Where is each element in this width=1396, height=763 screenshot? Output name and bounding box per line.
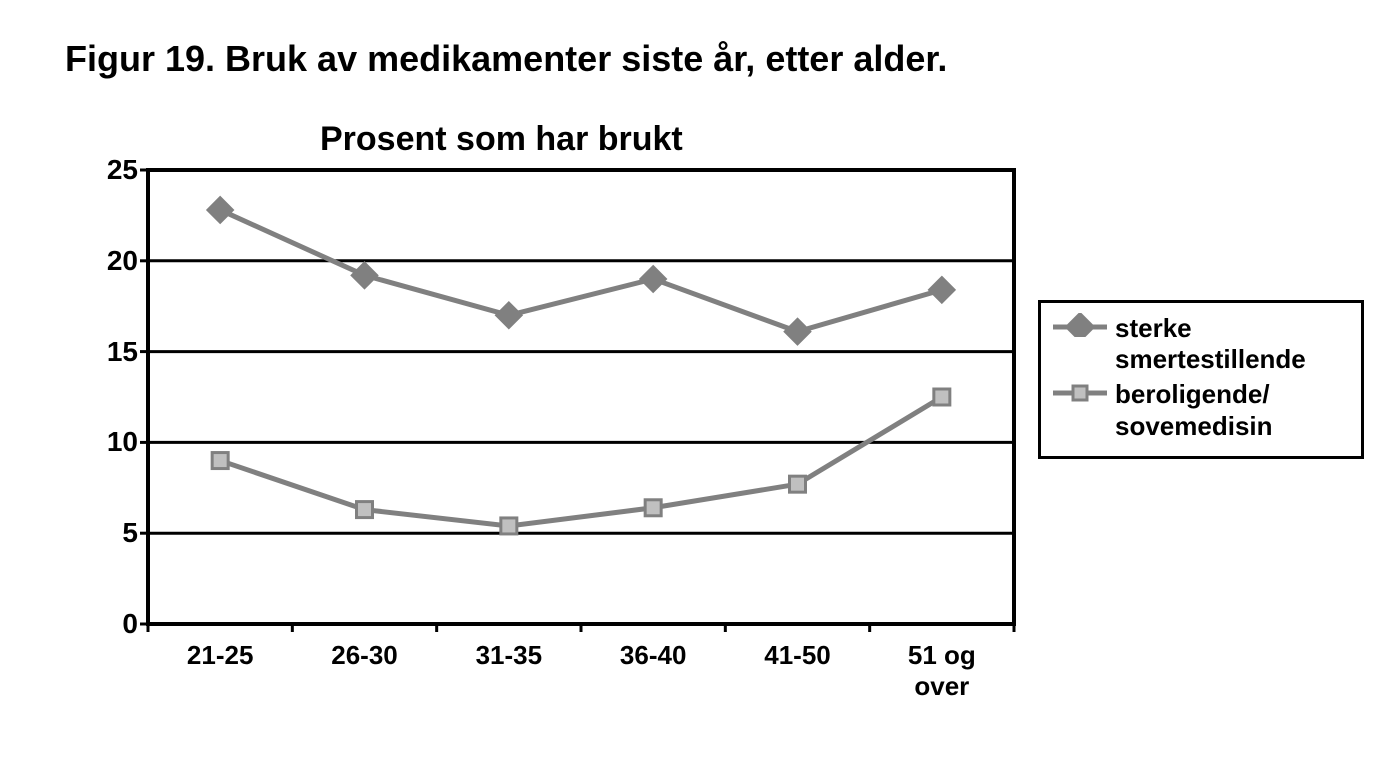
y-tick-label: 15 [107, 336, 138, 368]
page: Figur 19. Bruk av medikamenter siste år,… [0, 0, 1396, 763]
x-tick-label: 36-40 [581, 640, 725, 671]
square-marker-icon [1053, 379, 1107, 403]
legend: sterkesmertestillendeberoligende/sovemed… [1038, 300, 1364, 459]
y-tick-label: 0 [122, 608, 138, 640]
x-tick-label: 41-50 [725, 640, 869, 671]
x-tick-label: 26-30 [292, 640, 436, 671]
x-tick-label: 21-25 [148, 640, 292, 671]
x-tick-label: 51 ogover [870, 640, 1014, 702]
y-tick-label: 20 [107, 245, 138, 277]
legend-item: sterkesmertestillende [1053, 313, 1349, 375]
y-tick-label: 10 [107, 426, 138, 458]
y-tick-label: 25 [107, 154, 138, 186]
y-tick-label: 5 [122, 517, 138, 549]
diamond-marker-icon [1053, 313, 1107, 337]
legend-item: beroligende/sovemedisin [1053, 379, 1349, 441]
legend-label: beroligende/sovemedisin [1115, 379, 1273, 441]
legend-label: sterkesmertestillende [1115, 313, 1306, 375]
x-tick-label: 31-35 [437, 640, 581, 671]
